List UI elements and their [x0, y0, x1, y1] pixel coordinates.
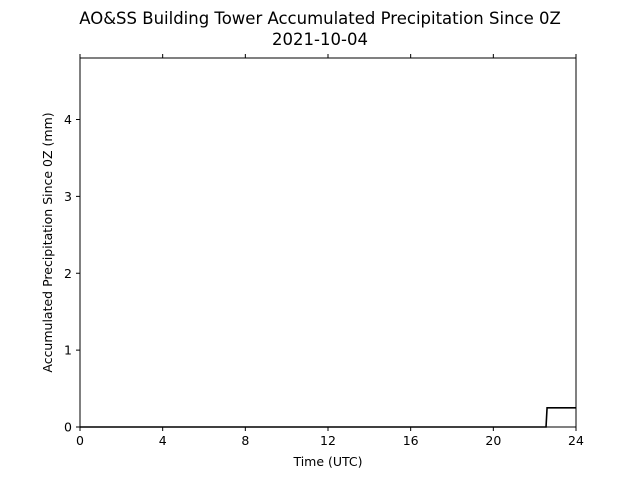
x-axis-label: Time (UTC) [292, 454, 362, 469]
x-tick-label: 12 [320, 433, 336, 448]
x-tick-label: 8 [241, 433, 249, 448]
x-tick-label: 0 [76, 433, 84, 448]
y-tick-label: 2 [64, 266, 72, 281]
plot-background [80, 58, 576, 427]
y-axis-ticks: 0 1 2 3 4 [64, 112, 80, 435]
y-axis-label: Accumulated Precipitation Since 0Z (mm) [40, 112, 55, 372]
x-axis-ticks: 0 4 8 12 16 20 24 [76, 54, 584, 448]
chart-title: AO&SS Building Tower Accumulated Precipi… [79, 9, 561, 28]
y-tick-label: 1 [64, 343, 72, 358]
x-tick-label: 16 [403, 433, 419, 448]
x-tick-label: 24 [568, 433, 584, 448]
y-tick-label: 3 [64, 189, 72, 204]
y-tick-label: 4 [64, 112, 72, 127]
x-tick-label: 4 [159, 433, 167, 448]
x-tick-label: 20 [485, 433, 501, 448]
plot-frame [79, 57, 577, 428]
chart-subtitle: 2021-10-04 [272, 30, 368, 49]
y-tick-label: 0 [64, 420, 72, 435]
